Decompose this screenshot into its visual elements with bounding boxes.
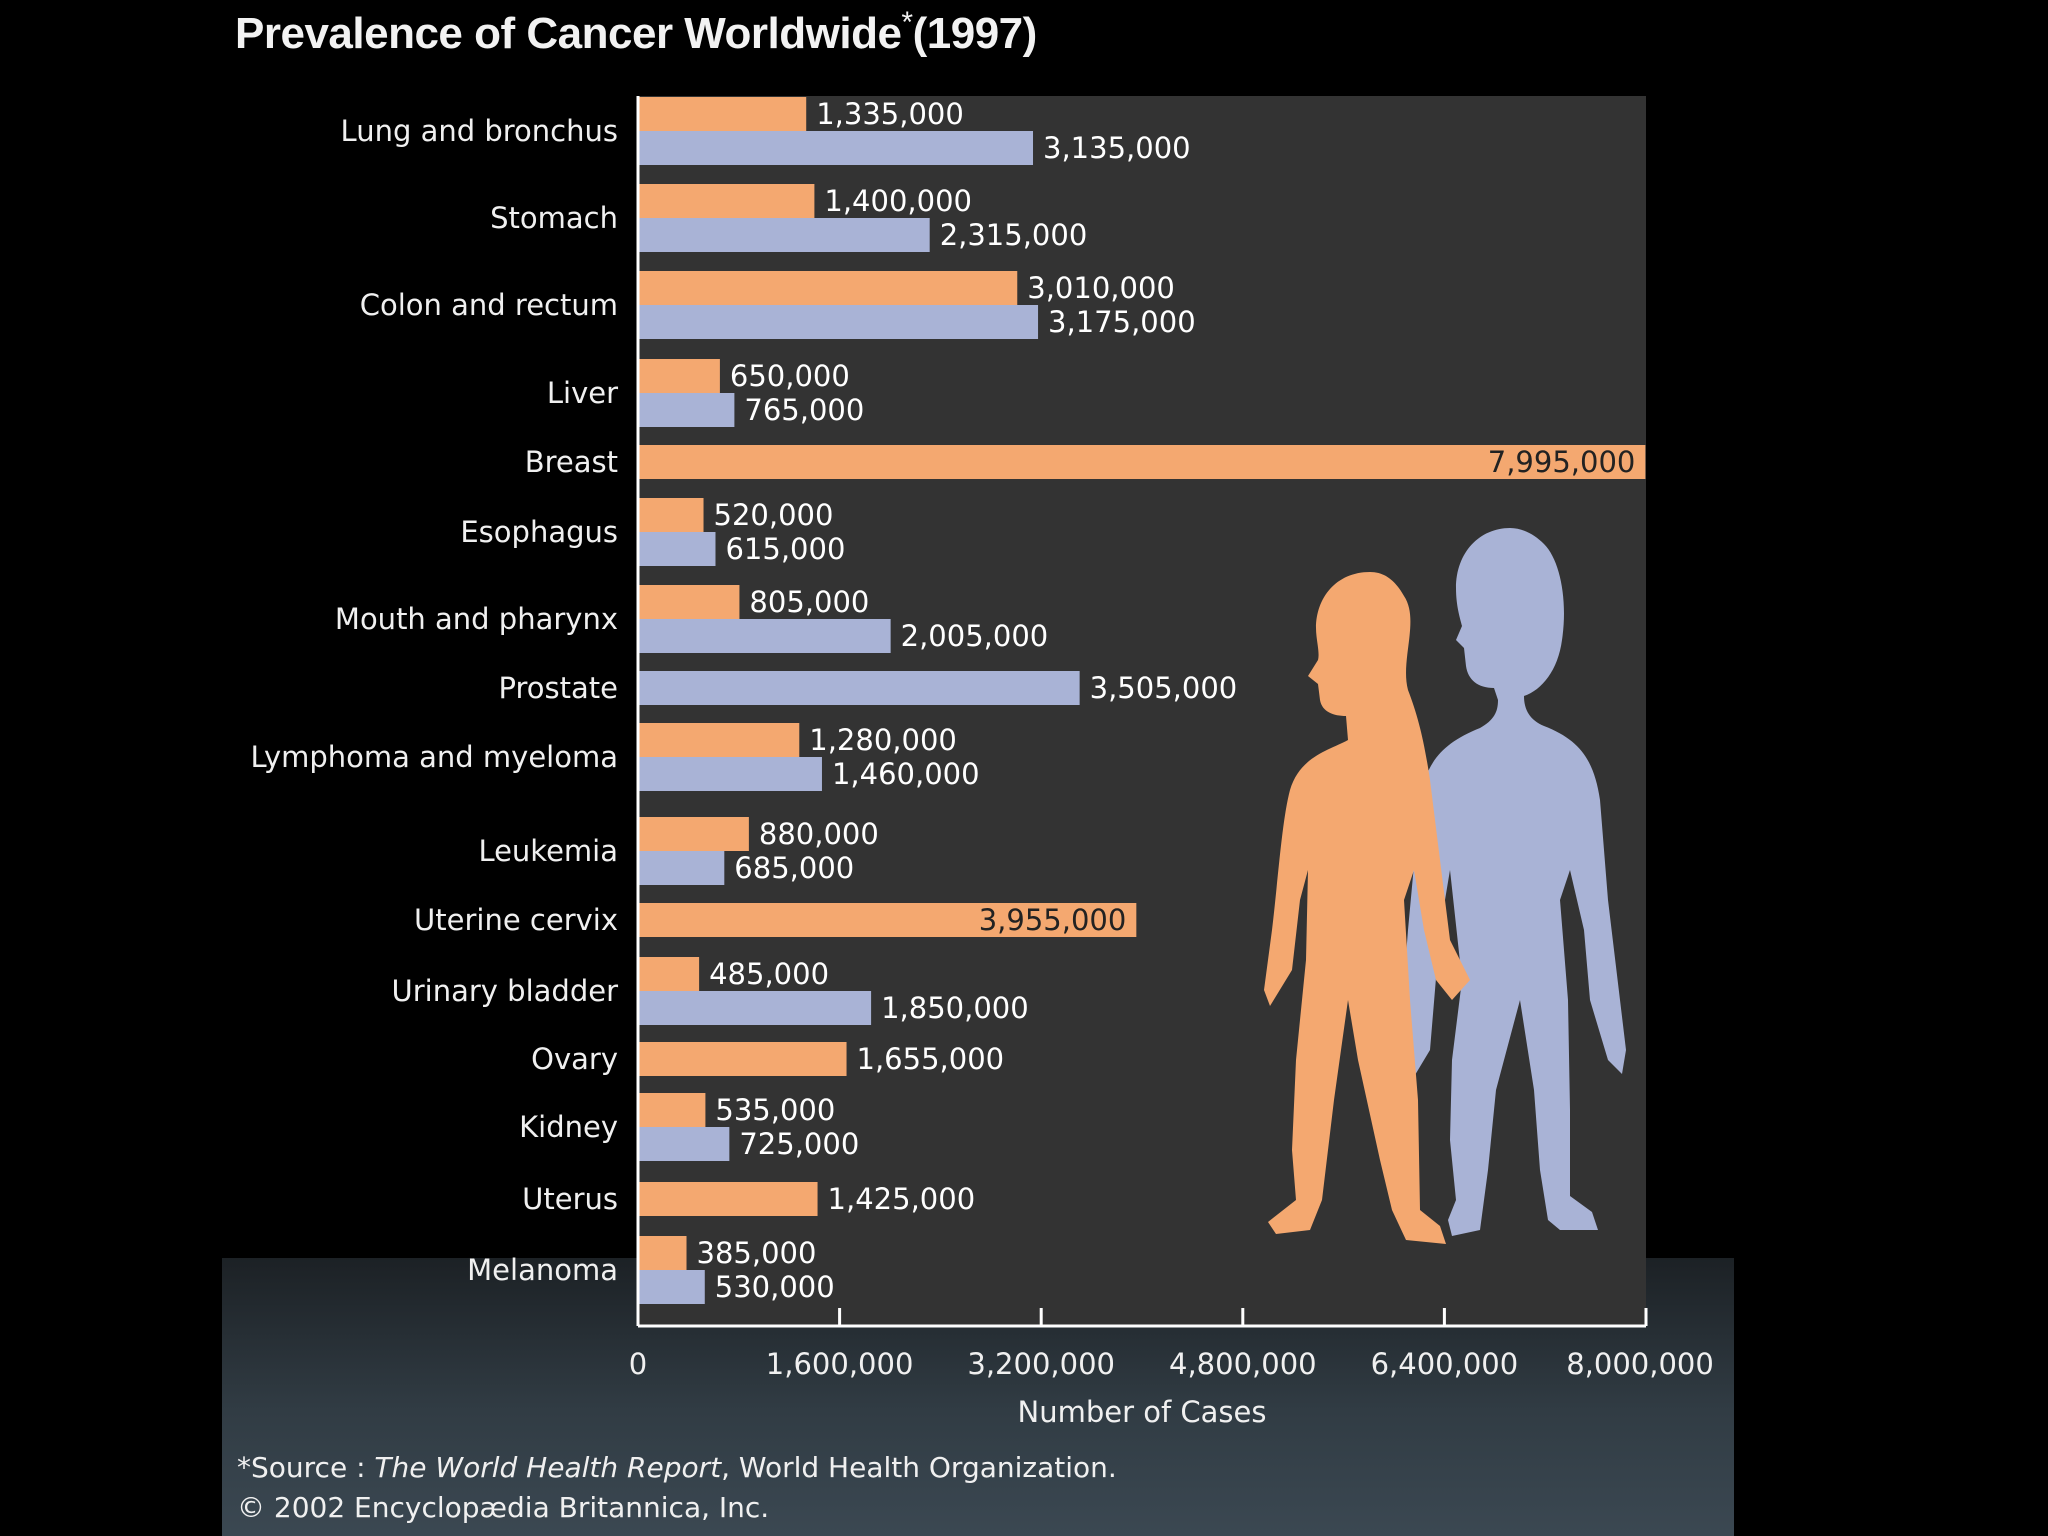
category-label: Lymphoma and myeloma xyxy=(250,740,618,774)
bar xyxy=(639,671,1080,705)
category-label: Esophagus xyxy=(460,515,618,549)
bar xyxy=(639,359,720,393)
bar xyxy=(639,393,735,427)
value-label: 765,000 xyxy=(744,393,864,427)
male-silhouette xyxy=(1398,528,1626,1236)
value-label: 530,000 xyxy=(715,1270,835,1304)
female-silhouette xyxy=(1264,572,1470,1244)
chart-title-main: Prevalence of Cancer Worldwide xyxy=(235,9,902,58)
bars-layer xyxy=(639,97,1646,1304)
source-footer: *Source : The World Health Report, World… xyxy=(237,1448,1117,1528)
value-label: 725,000 xyxy=(739,1127,859,1161)
value-label: 1,655,000 xyxy=(857,1042,1005,1076)
x-ticks-layer: 0 1,600,000 3,200,000 4,800,000 6,400,000 8,0… xyxy=(629,1308,1714,1381)
value-label: 3,955,000 xyxy=(979,903,1127,937)
category-labels-layer: Lung and bronchus Stomach Colon and rectum… xyxy=(250,114,618,1287)
bar xyxy=(639,532,716,566)
value-label: 7,995,000 xyxy=(1488,445,1636,479)
category-label: Melanoma xyxy=(467,1253,618,1287)
bar xyxy=(639,619,891,653)
bar xyxy=(639,991,872,1025)
value-label: 520,000 xyxy=(714,498,834,532)
bar xyxy=(639,851,725,885)
source-organization: , World Health Organization. xyxy=(721,1451,1117,1484)
value-label: 3,505,000 xyxy=(1090,671,1238,705)
bar xyxy=(639,723,800,757)
category-label: Breast xyxy=(525,445,618,479)
value-label: 2,315,000 xyxy=(940,218,1088,252)
value-label: 1,460,000 xyxy=(832,757,980,791)
x-tick-label: 8,000,000 xyxy=(1566,1347,1714,1381)
value-label: 385,000 xyxy=(697,1236,817,1270)
bar xyxy=(639,271,1018,305)
chart-title: Prevalence of Cancer Worldwide*(1997) xyxy=(235,6,1037,59)
title-footnote-marker: * xyxy=(901,6,913,39)
bar xyxy=(639,1182,818,1216)
bar xyxy=(639,817,749,851)
category-label: Liver xyxy=(547,376,618,410)
category-label: Stomach xyxy=(490,201,618,235)
copyright-line: © 2002 Encyclopædia Britannica, Inc. xyxy=(237,1491,770,1524)
category-label: Uterus xyxy=(522,1182,618,1216)
bar xyxy=(639,1236,687,1270)
category-label: Uterine cervix xyxy=(414,903,618,937)
value-label: 805,000 xyxy=(749,585,869,619)
x-axis-label: Number of Cases xyxy=(1018,1395,1267,1429)
category-label: Prostate xyxy=(499,671,618,705)
x-tick-label: 3,200,000 xyxy=(967,1347,1115,1381)
value-label: 1,850,000 xyxy=(881,991,1029,1025)
bar xyxy=(639,218,930,252)
bar xyxy=(639,903,1137,937)
x-tick-label: 0 xyxy=(629,1347,647,1381)
category-label: Urinary bladder xyxy=(392,974,619,1008)
source-title: The World Health Report xyxy=(374,1451,722,1484)
value-label: 880,000 xyxy=(759,817,879,851)
value-label: 535,000 xyxy=(715,1093,835,1127)
bar xyxy=(639,1093,706,1127)
category-label: Mouth and pharynx xyxy=(335,602,618,636)
category-label: Kidney xyxy=(519,1110,618,1144)
x-tick-label: 6,400,000 xyxy=(1371,1347,1519,1381)
bar xyxy=(639,445,1646,479)
value-label: 1,400,000 xyxy=(824,184,972,218)
source-prefix: *Source : xyxy=(237,1451,375,1484)
value-label: 685,000 xyxy=(734,851,854,885)
value-label: 1,425,000 xyxy=(828,1182,976,1216)
value-label: 1,280,000 xyxy=(809,723,957,757)
bar xyxy=(639,498,704,532)
category-label: Lung and bronchus xyxy=(341,114,618,148)
bar xyxy=(639,757,822,791)
category-label: Leukemia xyxy=(478,834,618,868)
value-label: 3,135,000 xyxy=(1043,131,1191,165)
bar xyxy=(639,1127,730,1161)
bar xyxy=(639,305,1039,339)
bar xyxy=(639,184,815,218)
bar xyxy=(639,131,1034,165)
bar xyxy=(639,1270,705,1304)
value-label: 485,000 xyxy=(709,957,829,991)
bar xyxy=(639,585,740,619)
bar xyxy=(639,1042,847,1076)
bar xyxy=(639,97,807,131)
x-tick-label: 1,600,000 xyxy=(766,1347,914,1381)
chart-title-year: (1997) xyxy=(912,9,1038,58)
value-label: 615,000 xyxy=(725,532,845,566)
category-label: Ovary xyxy=(531,1042,618,1076)
value-label: 650,000 xyxy=(730,359,850,393)
value-label: 3,175,000 xyxy=(1048,305,1196,339)
value-label: 1,335,000 xyxy=(816,97,964,131)
source-line: *Source : The World Health Report, World… xyxy=(237,1448,1117,1488)
value-label: 3,010,000 xyxy=(1027,271,1175,305)
x-tick-label: 4,800,000 xyxy=(1169,1347,1317,1381)
category-label: Colon and rectum xyxy=(360,288,618,322)
bar xyxy=(639,957,700,991)
value-label: 2,005,000 xyxy=(901,619,1049,653)
